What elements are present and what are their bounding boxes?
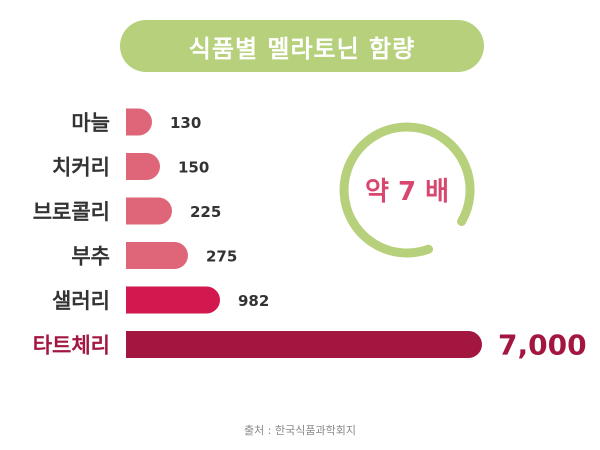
- bar: [126, 153, 160, 180]
- value-label: 275: [206, 248, 237, 266]
- ratio-annotation: 약 7 배: [339, 122, 475, 258]
- bar: [126, 197, 172, 225]
- ratio-text: 약 7 배: [365, 177, 449, 207]
- value-label: 150: [178, 159, 209, 177]
- category-label: 타트체리: [33, 334, 110, 358]
- value-label: 130: [170, 114, 201, 132]
- bars-group: 마늘 130 치커리 150 브로콜리 225 부추 275 샐러리 982 타트체리 7,000: [33, 108, 587, 362]
- category-label: 샐러리: [52, 289, 110, 313]
- value-label: 225: [190, 203, 221, 221]
- chart-title: 식품별 멜라토닌 함량: [188, 34, 416, 63]
- value-label: 982: [238, 292, 269, 310]
- category-label: 부추: [71, 245, 110, 269]
- bar: [126, 331, 482, 358]
- title-banner: 식품별 멜라토닌 함량: [120, 20, 484, 72]
- bar: [126, 242, 188, 269]
- bar: [126, 286, 220, 314]
- category-label: 마늘: [71, 111, 110, 135]
- source-note: 출처 : 한국식품과학회지: [244, 424, 356, 437]
- ratio-ring: [339, 122, 475, 258]
- category-label: 치커리: [52, 156, 110, 180]
- value-label: 7,000: [498, 329, 587, 362]
- bar: [126, 108, 152, 136]
- category-label: 브로콜리: [33, 200, 110, 224]
